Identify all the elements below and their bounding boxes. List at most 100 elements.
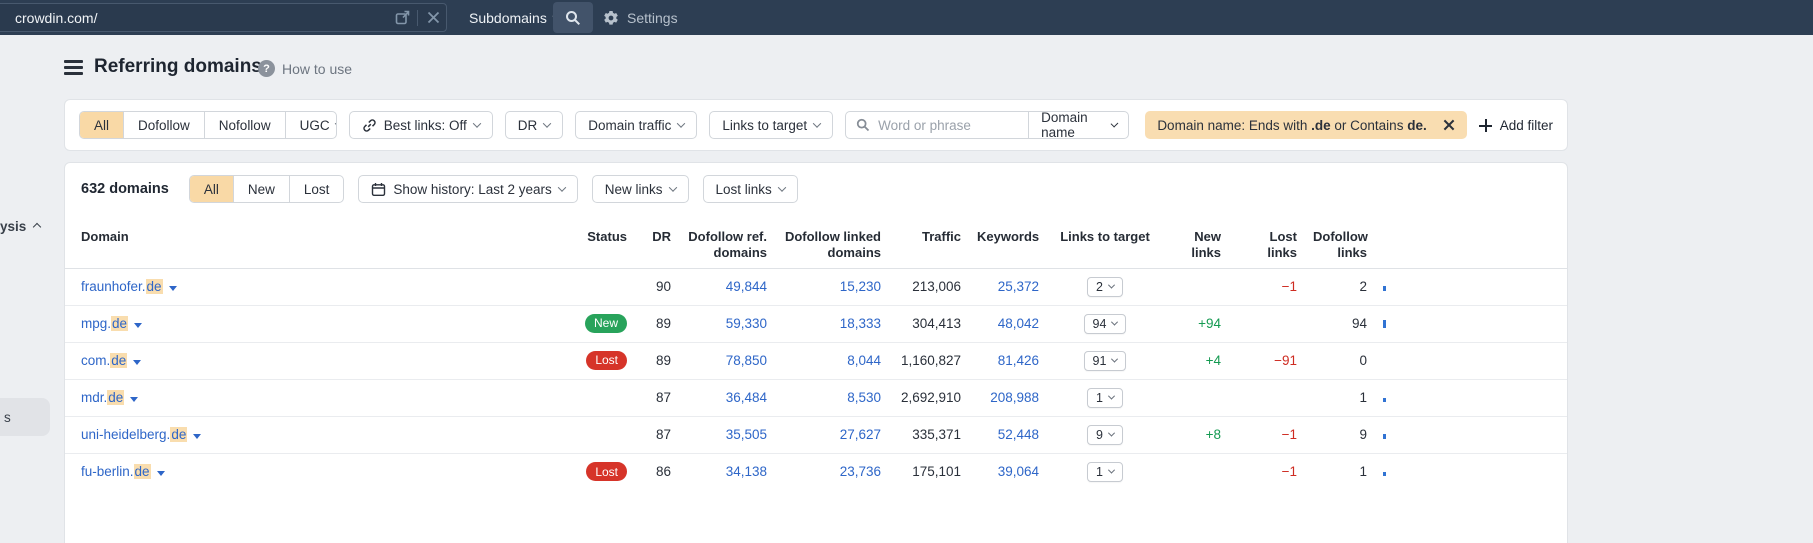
domain-link[interactable]: fraunhofer.de (81, 279, 177, 294)
search-button[interactable] (553, 2, 593, 33)
status-new[interactable]: New (234, 176, 290, 202)
keywords-link[interactable]: 39,064 (997, 464, 1039, 480)
column-header-status[interactable]: Status (567, 213, 635, 269)
keywords-link[interactable]: 25,372 (997, 279, 1039, 294)
links-to-target-select[interactable]: 94 (1083, 313, 1127, 334)
keywords-link[interactable]: 52,448 (997, 427, 1039, 442)
add-filter-button[interactable]: Add filter (1478, 118, 1553, 133)
domain-name-dropdown[interactable]: Domain name (1028, 112, 1128, 138)
dofollow-linked-domains-link[interactable]: 8,044 (847, 353, 881, 368)
scope-dropdown[interactable]: Subdomains (455, 0, 575, 35)
dr-value: 87 (655, 427, 671, 442)
links-to-target-filter-button[interactable]: Links to target (709, 111, 834, 139)
table-row: com.de Lost 89 78,850 8,044 1,160,827 81,426 91… (65, 341, 1567, 379)
column-header-lost-links[interactable]: Lost links (1229, 213, 1305, 269)
links-to-target-value: 1 (1096, 390, 1103, 405)
dofollow-ref-domains-link[interactable]: 49,844 (725, 279, 767, 294)
column-label: Dofollow links (1313, 229, 1368, 261)
chip-text: Domain name: Ends with .de or Contains d… (1157, 117, 1427, 133)
status-badge: Lost (586, 462, 627, 482)
dofollow-ref-domains-link[interactable]: 36,484 (725, 390, 767, 405)
filter-ugc-dropdown[interactable]: UGC (286, 112, 336, 138)
keywords-link[interactable]: 208,988 (990, 390, 1039, 405)
domain-link[interactable]: mdr.de (81, 390, 139, 405)
settings-button[interactable]: Settings (603, 0, 678, 35)
column-header-domain[interactable]: Domain (65, 213, 567, 269)
dofollow-linked-domains-link[interactable]: 15,230 (839, 279, 881, 294)
column-header-keywords[interactable]: Keywords (969, 213, 1047, 269)
dofollow-ref-domains-link[interactable]: 34,138 (725, 464, 767, 480)
column-header-new-links[interactable]: New links (1163, 213, 1229, 269)
dofollow-linked-domains-link[interactable]: 23,736 (839, 464, 881, 480)
dofollow-links-sparkline (1383, 472, 1386, 477)
dofollow-linked-domains-link[interactable]: 18,333 (839, 316, 881, 331)
links-to-target-select[interactable]: 1 (1087, 387, 1123, 408)
domain-caret-icon[interactable] (168, 286, 177, 291)
menu-icon[interactable] (64, 60, 83, 75)
best-links-button[interactable]: Best links: Off (348, 111, 493, 139)
new-links-dropdown[interactable]: New links (591, 175, 689, 203)
domain-traffic-filter-button[interactable]: Domain traffic (575, 111, 698, 139)
lost-links-dropdown[interactable]: Lost links (702, 175, 798, 203)
dr-value: 87 (655, 390, 671, 405)
chevron-down-icon (677, 119, 686, 128)
domain-caret-icon[interactable] (134, 323, 143, 328)
status-all[interactable]: All (189, 176, 234, 202)
sidebar-fragment-selected-item[interactable]: s (0, 398, 50, 436)
domain-link[interactable]: com.de (81, 353, 142, 368)
target-url-field[interactable] (0, 3, 447, 32)
dofollow-ref-domains-link[interactable]: 59,330 (725, 316, 767, 331)
dofollow-links-sparkline (1383, 434, 1386, 439)
column-header-spark (1375, 213, 1411, 269)
dofollow-linked-domains-link[interactable]: 8,530 (847, 390, 881, 405)
column-header-dr[interactable]: DR (635, 213, 679, 269)
dofollow-ref-domains-link[interactable]: 35,505 (725, 427, 767, 442)
remove-filter-button[interactable] (1435, 114, 1463, 136)
domain-link[interactable]: fu-berlin.de (81, 464, 165, 480)
keywords-link[interactable]: 48,042 (997, 316, 1039, 331)
dofollow-links-value: 1 (1359, 390, 1367, 405)
filter-all[interactable]: All (80, 112, 125, 138)
domain-caret-icon[interactable] (133, 360, 142, 365)
settings-label: Settings (627, 9, 678, 26)
links-to-target-value: 94 (1092, 316, 1107, 331)
column-header-links-to-target[interactable]: Links to target (1047, 213, 1163, 269)
dofollow-linked-domains-link[interactable]: 27,627 (839, 427, 881, 442)
dofollow-ref-domains-link[interactable]: 78,850 (725, 353, 767, 368)
clear-icon[interactable] (420, 5, 446, 31)
links-to-target-select[interactable]: 2 (1087, 276, 1123, 297)
domain-caret-icon[interactable] (130, 397, 139, 402)
column-header-dofollow-linked-domains[interactable]: Dofollow linked domains (775, 213, 889, 269)
chevron-up-icon (33, 222, 42, 231)
keywords-link[interactable]: 81,426 (997, 353, 1039, 368)
word-or-phrase-input[interactable] (878, 117, 1029, 133)
sidebar-fragment-analysis[interactable]: ysis (0, 219, 42, 234)
filter-dofollow[interactable]: Dofollow (124, 112, 205, 138)
chevron-down-icon (1110, 119, 1118, 128)
traffic-value: 335,371 (912, 427, 961, 442)
column-header-dofollow-ref-domains[interactable]: Dofollow ref. domains (679, 213, 775, 269)
lost-links-value: −1 (1281, 279, 1297, 294)
domain-link[interactable]: uni-heidelberg.de (81, 427, 202, 442)
status-lost[interactable]: Lost (303, 181, 330, 197)
how-to-use-link[interactable]: ? How to use (258, 60, 352, 77)
links-to-target-select[interactable]: 1 (1087, 461, 1123, 482)
column-header-dofollow-links[interactable]: Dofollow links (1305, 213, 1375, 269)
target-url-input[interactable] (0, 9, 389, 26)
column-header-traffic[interactable]: Traffic (889, 213, 969, 269)
domain-caret-icon[interactable] (156, 471, 165, 477)
links-to-target-select[interactable]: 91 (1083, 350, 1127, 371)
links-to-target-select[interactable]: 9 (1087, 424, 1123, 445)
domain-link[interactable]: mpg.de (81, 316, 143, 331)
sidebar-fragment-label: s (4, 409, 11, 425)
show-history-button[interactable]: Show history: Last 2 years (358, 175, 578, 203)
divider (417, 9, 418, 26)
domain-caret-icon[interactable] (193, 434, 202, 439)
filter-nofollow[interactable]: Nofollow (205, 112, 286, 138)
open-external-icon[interactable] (389, 5, 415, 31)
filters-bar: All Dofollow Nofollow UGC Best links: Of… (64, 99, 1568, 151)
traffic-value: 175,101 (912, 464, 961, 480)
dofollow-links-value: 1 (1359, 464, 1367, 480)
links-to-target-value: 1 (1096, 464, 1103, 479)
dr-filter-button[interactable]: DR (504, 111, 564, 139)
